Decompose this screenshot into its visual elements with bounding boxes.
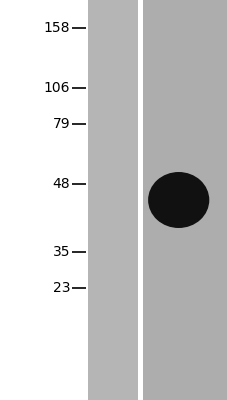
Text: 79: 79	[52, 117, 70, 131]
Bar	[142, 0, 227, 400]
Text: 158: 158	[43, 21, 70, 35]
Text: 106: 106	[43, 81, 70, 95]
Bar	[137, 0, 142, 400]
Bar	[88, 0, 137, 400]
Text: 48: 48	[52, 177, 70, 191]
Text: 35: 35	[52, 245, 70, 259]
Ellipse shape	[148, 172, 208, 228]
Text: 23: 23	[52, 281, 70, 295]
